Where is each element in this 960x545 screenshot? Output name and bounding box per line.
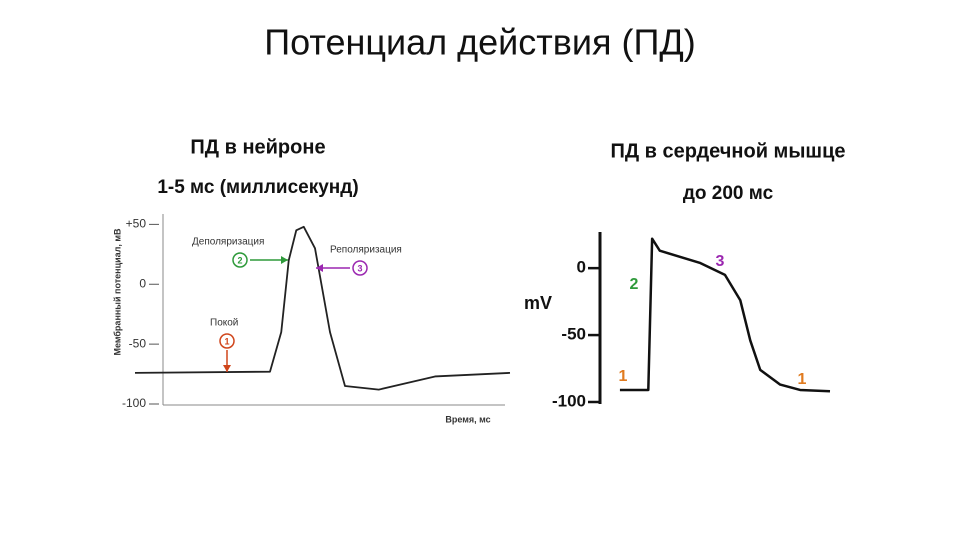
x-axis-label: Время, мс — [445, 414, 490, 424]
y-tick-label: 0 — [577, 258, 586, 277]
chart-subtitle: до 200 мс — [683, 183, 774, 204]
annotation: Деполяризация — [192, 237, 264, 248]
line-series — [619, 237, 831, 393]
annotation-marker: 2 — [237, 255, 242, 265]
annotation-arrowhead — [223, 365, 231, 372]
annotation: 1 — [798, 371, 807, 388]
annotation-badge — [232, 252, 248, 268]
y-axis-label: mV — [524, 293, 552, 313]
annotation-arrowhead — [316, 264, 323, 272]
y-tick-label: -100 — [552, 391, 586, 410]
y-tick-label: +50 — [126, 217, 147, 231]
annotation: 1 — [619, 368, 628, 385]
annotation-marker: 3 — [357, 263, 362, 273]
y-tick-label: -50 — [561, 325, 586, 344]
y-axis-label: Мембранный потенциал, мВ — [112, 228, 122, 356]
annotation-badge — [219, 333, 235, 349]
line-series — [134, 225, 511, 391]
chart-subtitle: 1-5 мс (миллисекунд) — [157, 177, 358, 198]
y-tick-label: -50 — [129, 336, 147, 350]
y-tick-label: 0 — [139, 276, 146, 290]
annotation-arrowhead — [281, 256, 288, 264]
chart-title: ПД в сердечной мышце — [610, 140, 845, 162]
annotation: Покой — [210, 318, 238, 329]
annotation-marker: 1 — [224, 336, 229, 346]
annotation-badge — [352, 260, 368, 276]
annotation: 3 — [716, 253, 725, 270]
chart-title: ПД в нейроне — [190, 136, 325, 158]
annotation: Реполяризация — [330, 245, 402, 256]
slide-title: Потенциал действия (ПД) — [264, 22, 695, 63]
y-tick-label: -100 — [122, 396, 146, 410]
annotation: 2 — [630, 276, 639, 293]
